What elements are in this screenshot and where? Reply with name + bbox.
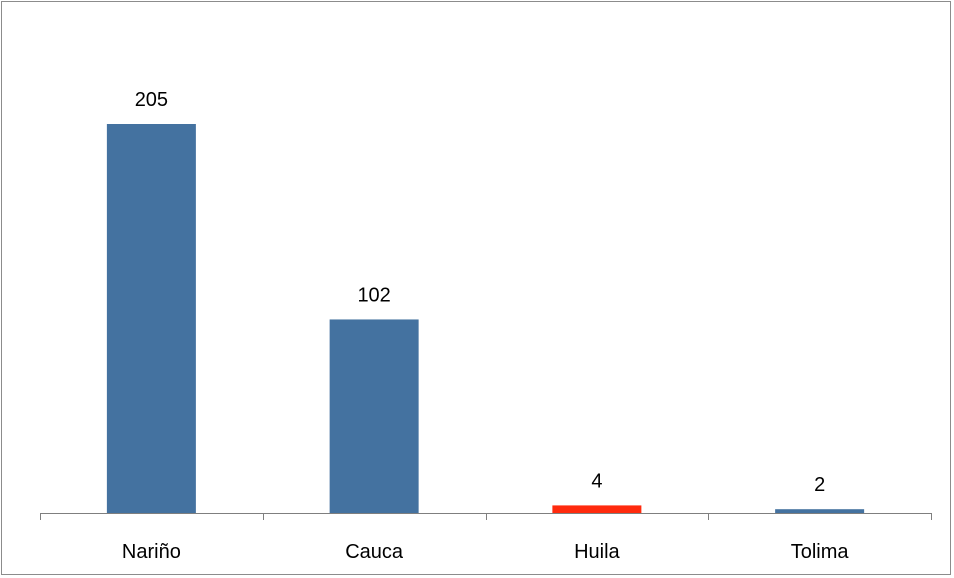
x-tick-label-cauca: Cauca: [345, 541, 404, 563]
labels-layer: 205 Nariño 102 Cauca 4 Huila 2 Tolima: [122, 89, 849, 563]
bar-tolima: [775, 509, 865, 513]
data-label-cauca: 102: [357, 284, 390, 306]
x-tick-label-nariño: Nariño: [122, 541, 181, 563]
data-label-huila: 4: [591, 470, 602, 492]
bar-huila: [552, 505, 642, 513]
x-axis: [40, 513, 932, 520]
x-tick-label-huila: Huila: [574, 541, 620, 563]
bar-nariño: [106, 124, 196, 513]
data-label-nariño: 205: [135, 89, 168, 111]
data-label-tolima: 2: [814, 474, 825, 496]
x-tick-label-tolima: Tolima: [791, 541, 850, 563]
bar-cauca: [329, 319, 419, 513]
bars-layer: [106, 124, 865, 513]
